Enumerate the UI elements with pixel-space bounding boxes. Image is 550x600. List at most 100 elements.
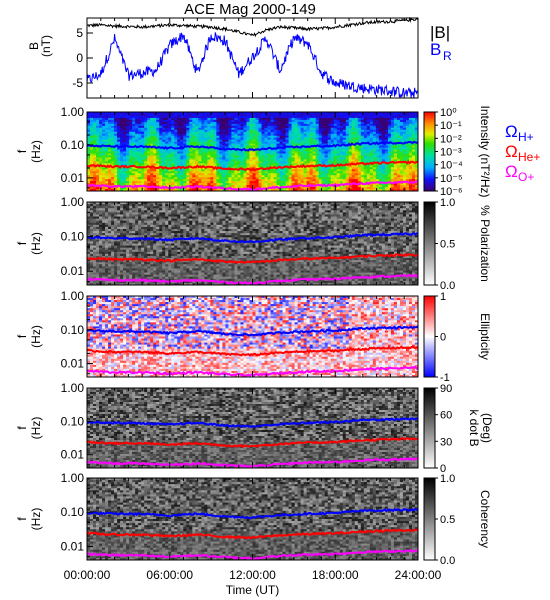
gyrofrequency-He-line bbox=[86, 437, 419, 449]
heatmap-cells bbox=[87, 478, 419, 561]
y-tick-label: 5 bbox=[76, 26, 83, 40]
y-tick-label: 0.10 bbox=[61, 138, 85, 152]
gyrofrequency-H-line bbox=[86, 417, 419, 429]
colorbar-label: k dot B bbox=[467, 409, 481, 446]
heatmap-cells bbox=[87, 202, 419, 286]
y-axis-label: B bbox=[27, 42, 41, 50]
colorbar bbox=[423, 295, 436, 378]
colorbar-tick-label: 1 bbox=[440, 291, 446, 303]
gyrofrequency-H-line bbox=[86, 140, 418, 152]
panel-coherency: 1.00 0.10 0.01 f (Hz) 1.0 0.5 0.0 Coherency bbox=[15, 471, 492, 567]
heatmap-cells bbox=[87, 296, 419, 378]
y-tick-label: 0.10 bbox=[61, 414, 85, 428]
x-axis-label: Time (UT) bbox=[226, 583, 280, 597]
y-tick-label: 0.01 bbox=[61, 357, 85, 371]
colorbar-tick-label: 0.5 bbox=[440, 239, 455, 251]
legend-b-r-subscript: R bbox=[443, 49, 452, 63]
x-tick-label: 24:00:00 bbox=[395, 568, 442, 582]
colorbar-tick-label: -1 bbox=[440, 372, 450, 384]
x-tick-label: 12:00:00 bbox=[229, 568, 276, 582]
colorbar-label: Ellipticity bbox=[478, 313, 492, 360]
colorbar-tick-label: 0 bbox=[440, 463, 446, 475]
colorbar-tick-label: 90 bbox=[440, 383, 452, 395]
y-axis-unit: (Hz) bbox=[29, 417, 43, 440]
colorbar-label-unit: (Deg) bbox=[480, 413, 494, 443]
gyrofrequency-He-line bbox=[86, 252, 419, 265]
y-axis-unit: (Hz) bbox=[29, 325, 43, 348]
x-tick-label: 00:00:00 bbox=[64, 568, 111, 582]
colorbar-tick-label: 10⁻⁶ bbox=[440, 186, 463, 198]
y-tick-label: 0.01 bbox=[61, 171, 85, 185]
panel-ellipticity: 1.00 0.10 0.01 f (Hz) 1 0 -1 Ellipticity bbox=[15, 289, 492, 384]
y-tick-label: 0.01 bbox=[61, 539, 85, 553]
y-axis-unit: (nT) bbox=[39, 35, 53, 57]
y-axis-unit: (Hz) bbox=[29, 232, 43, 255]
legend-omega-O-symbol: Ω bbox=[505, 162, 518, 181]
y-tick-label: 1.00 bbox=[61, 471, 85, 485]
legend-omega-O-subscript: O+ bbox=[518, 170, 534, 184]
panel-magnetic-field: 50-5B(nT)|B|B R bbox=[27, 16, 452, 99]
legend-b-magnitude: |B| bbox=[430, 23, 450, 42]
y-axis-unit: (Hz) bbox=[29, 140, 43, 163]
colorbar-tick-label: 0.0 bbox=[440, 280, 455, 292]
x-tick-label: 06:00:00 bbox=[146, 568, 193, 582]
colorbar-tick-label: 10⁻⁵ bbox=[440, 173, 463, 185]
heatmap-cells bbox=[87, 388, 419, 469]
y-tick-label: 1.00 bbox=[61, 195, 85, 209]
colorbar-tick-label: 10⁻⁴ bbox=[440, 160, 463, 172]
y-tick-label: 0.01 bbox=[61, 448, 85, 462]
y-tick-label: 0.01 bbox=[61, 264, 85, 278]
panel-polarization: 1.00 0.10 0.01 f (Hz) 1.0 0.5 0.0 % Polarization bbox=[15, 195, 492, 292]
y-tick-label: 1.00 bbox=[61, 289, 85, 303]
x-tick-label: 18:00:00 bbox=[312, 568, 359, 582]
gyrofrequency-He-line bbox=[86, 528, 419, 540]
chart-title: ACE Mag 2000-149 bbox=[184, 1, 316, 18]
panel-k-dot-b: 1.00 0.10 0.01 f (Hz) 90 60 30 0 k dot B (Deg) bbox=[15, 381, 494, 475]
gyrofrequency-He-line bbox=[86, 345, 419, 357]
colorbar bbox=[423, 111, 436, 192]
colorbar-tick-label: 10⁻² bbox=[440, 133, 462, 145]
gyrofrequency-H-line bbox=[86, 507, 419, 520]
y-tick-label: 0.10 bbox=[61, 323, 85, 337]
y-tick-label: 0 bbox=[76, 51, 83, 65]
colorbar bbox=[423, 201, 436, 286]
y-axis-label: f bbox=[15, 334, 29, 338]
y-tick-label: 0.10 bbox=[61, 505, 85, 519]
legend-b-r: B bbox=[430, 40, 441, 59]
colorbar bbox=[423, 387, 436, 469]
y-tick-label: 0.10 bbox=[61, 230, 85, 244]
colorbar-tick-label: 0 bbox=[440, 332, 446, 344]
colorbar-tick-label: 0.0 bbox=[440, 555, 455, 567]
legend-omega-H-symbol: Ω bbox=[505, 122, 518, 141]
colorbar-tick-label: 1.0 bbox=[440, 473, 455, 485]
colorbar-label: Coherency bbox=[478, 490, 492, 548]
colorbar-label: Intensity (nT²/Hz) bbox=[478, 105, 492, 197]
legend-omega-He-subscript: He+ bbox=[518, 150, 540, 164]
heatmap-cells bbox=[87, 112, 419, 192]
colorbar-tick-label: 10⁻³ bbox=[440, 147, 462, 159]
colorbar bbox=[423, 477, 436, 561]
gyrofrequency-H-line bbox=[86, 232, 419, 244]
y-axis-label: f bbox=[15, 149, 29, 153]
legend-omega-He-symbol: Ω bbox=[505, 142, 518, 161]
y-axis-label: f bbox=[15, 426, 29, 430]
legend-omega-H-subscript: H+ bbox=[518, 130, 534, 144]
y-axis-unit: (Hz) bbox=[29, 508, 43, 531]
y-axis-label: f bbox=[15, 517, 29, 521]
y-tick-label: 1.00 bbox=[61, 381, 85, 395]
colorbar-tick-label: 0.5 bbox=[440, 514, 455, 526]
y-tick-label: 1.00 bbox=[61, 105, 85, 119]
gyrofrequency-H-line bbox=[86, 325, 419, 337]
y-tick-label: -5 bbox=[72, 76, 83, 90]
colorbar-label: % Polarization bbox=[478, 205, 492, 282]
colorbar-tick-label: 10⁻¹ bbox=[440, 120, 462, 132]
series-b-r-line bbox=[86, 32, 419, 99]
colorbar-tick-label: 10⁰ bbox=[440, 107, 457, 119]
gyrofrequency-He-line bbox=[86, 160, 419, 172]
plot-area bbox=[87, 18, 418, 98]
colorbar-tick-label: 30 bbox=[440, 436, 452, 448]
colorbar-tick-label: 1.0 bbox=[440, 197, 455, 209]
y-axis-label: f bbox=[15, 241, 29, 245]
